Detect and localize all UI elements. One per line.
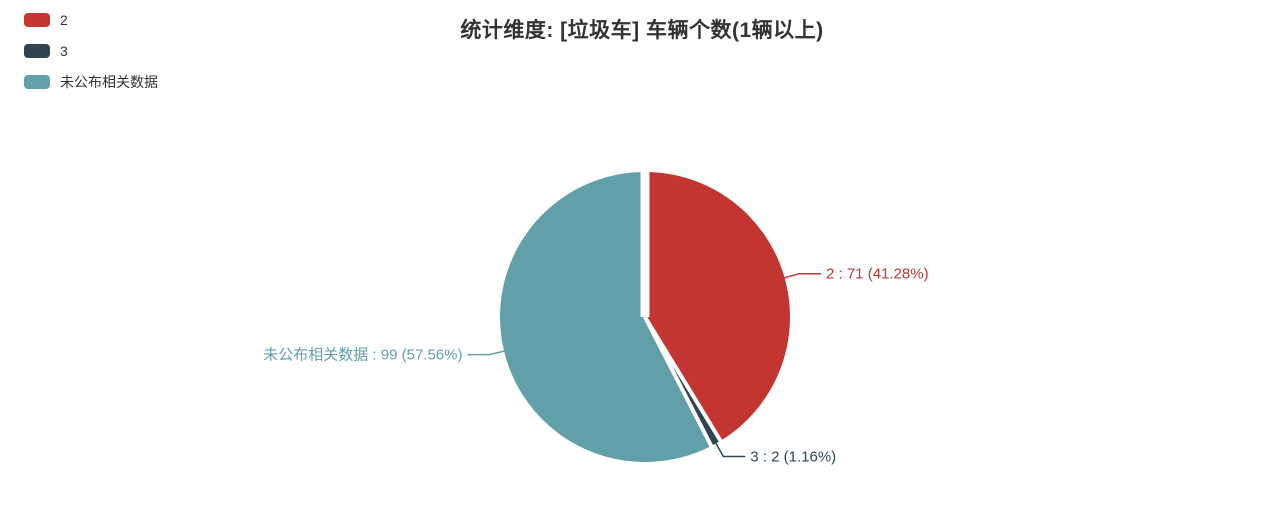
legend-item-0[interactable]: 2 [24,13,158,27]
slice-label-2: 未公布相关数据 : 99 (57.56%) [263,347,462,364]
legend-marker-icon [24,75,50,89]
chart-title: 统计维度: [垃圾车] 车辆个数(1辆以上) [460,19,824,42]
label-leader-line [784,272,821,279]
legend: 2 3 未公布相关数据 [24,13,158,89]
pie-slice-2[interactable] [499,171,712,463]
legend-label: 未公布相关数据 [60,74,158,90]
legend-item-2[interactable]: 未公布相关数据 [24,75,158,89]
slice-label-1: 3 : 2 (1.16%) [750,449,836,466]
slice-separator [643,316,714,449]
legend-marker-icon [24,44,50,58]
legend-label: 2 [60,12,68,28]
slice-label-0: 2 : 71 (41.28%) [826,266,929,283]
legend-marker-icon [24,13,50,27]
label-leader-line [715,443,746,458]
label-leader-line [467,350,505,356]
legend-item-1[interactable]: 3 [24,44,158,58]
legend-label: 3 [60,43,68,59]
